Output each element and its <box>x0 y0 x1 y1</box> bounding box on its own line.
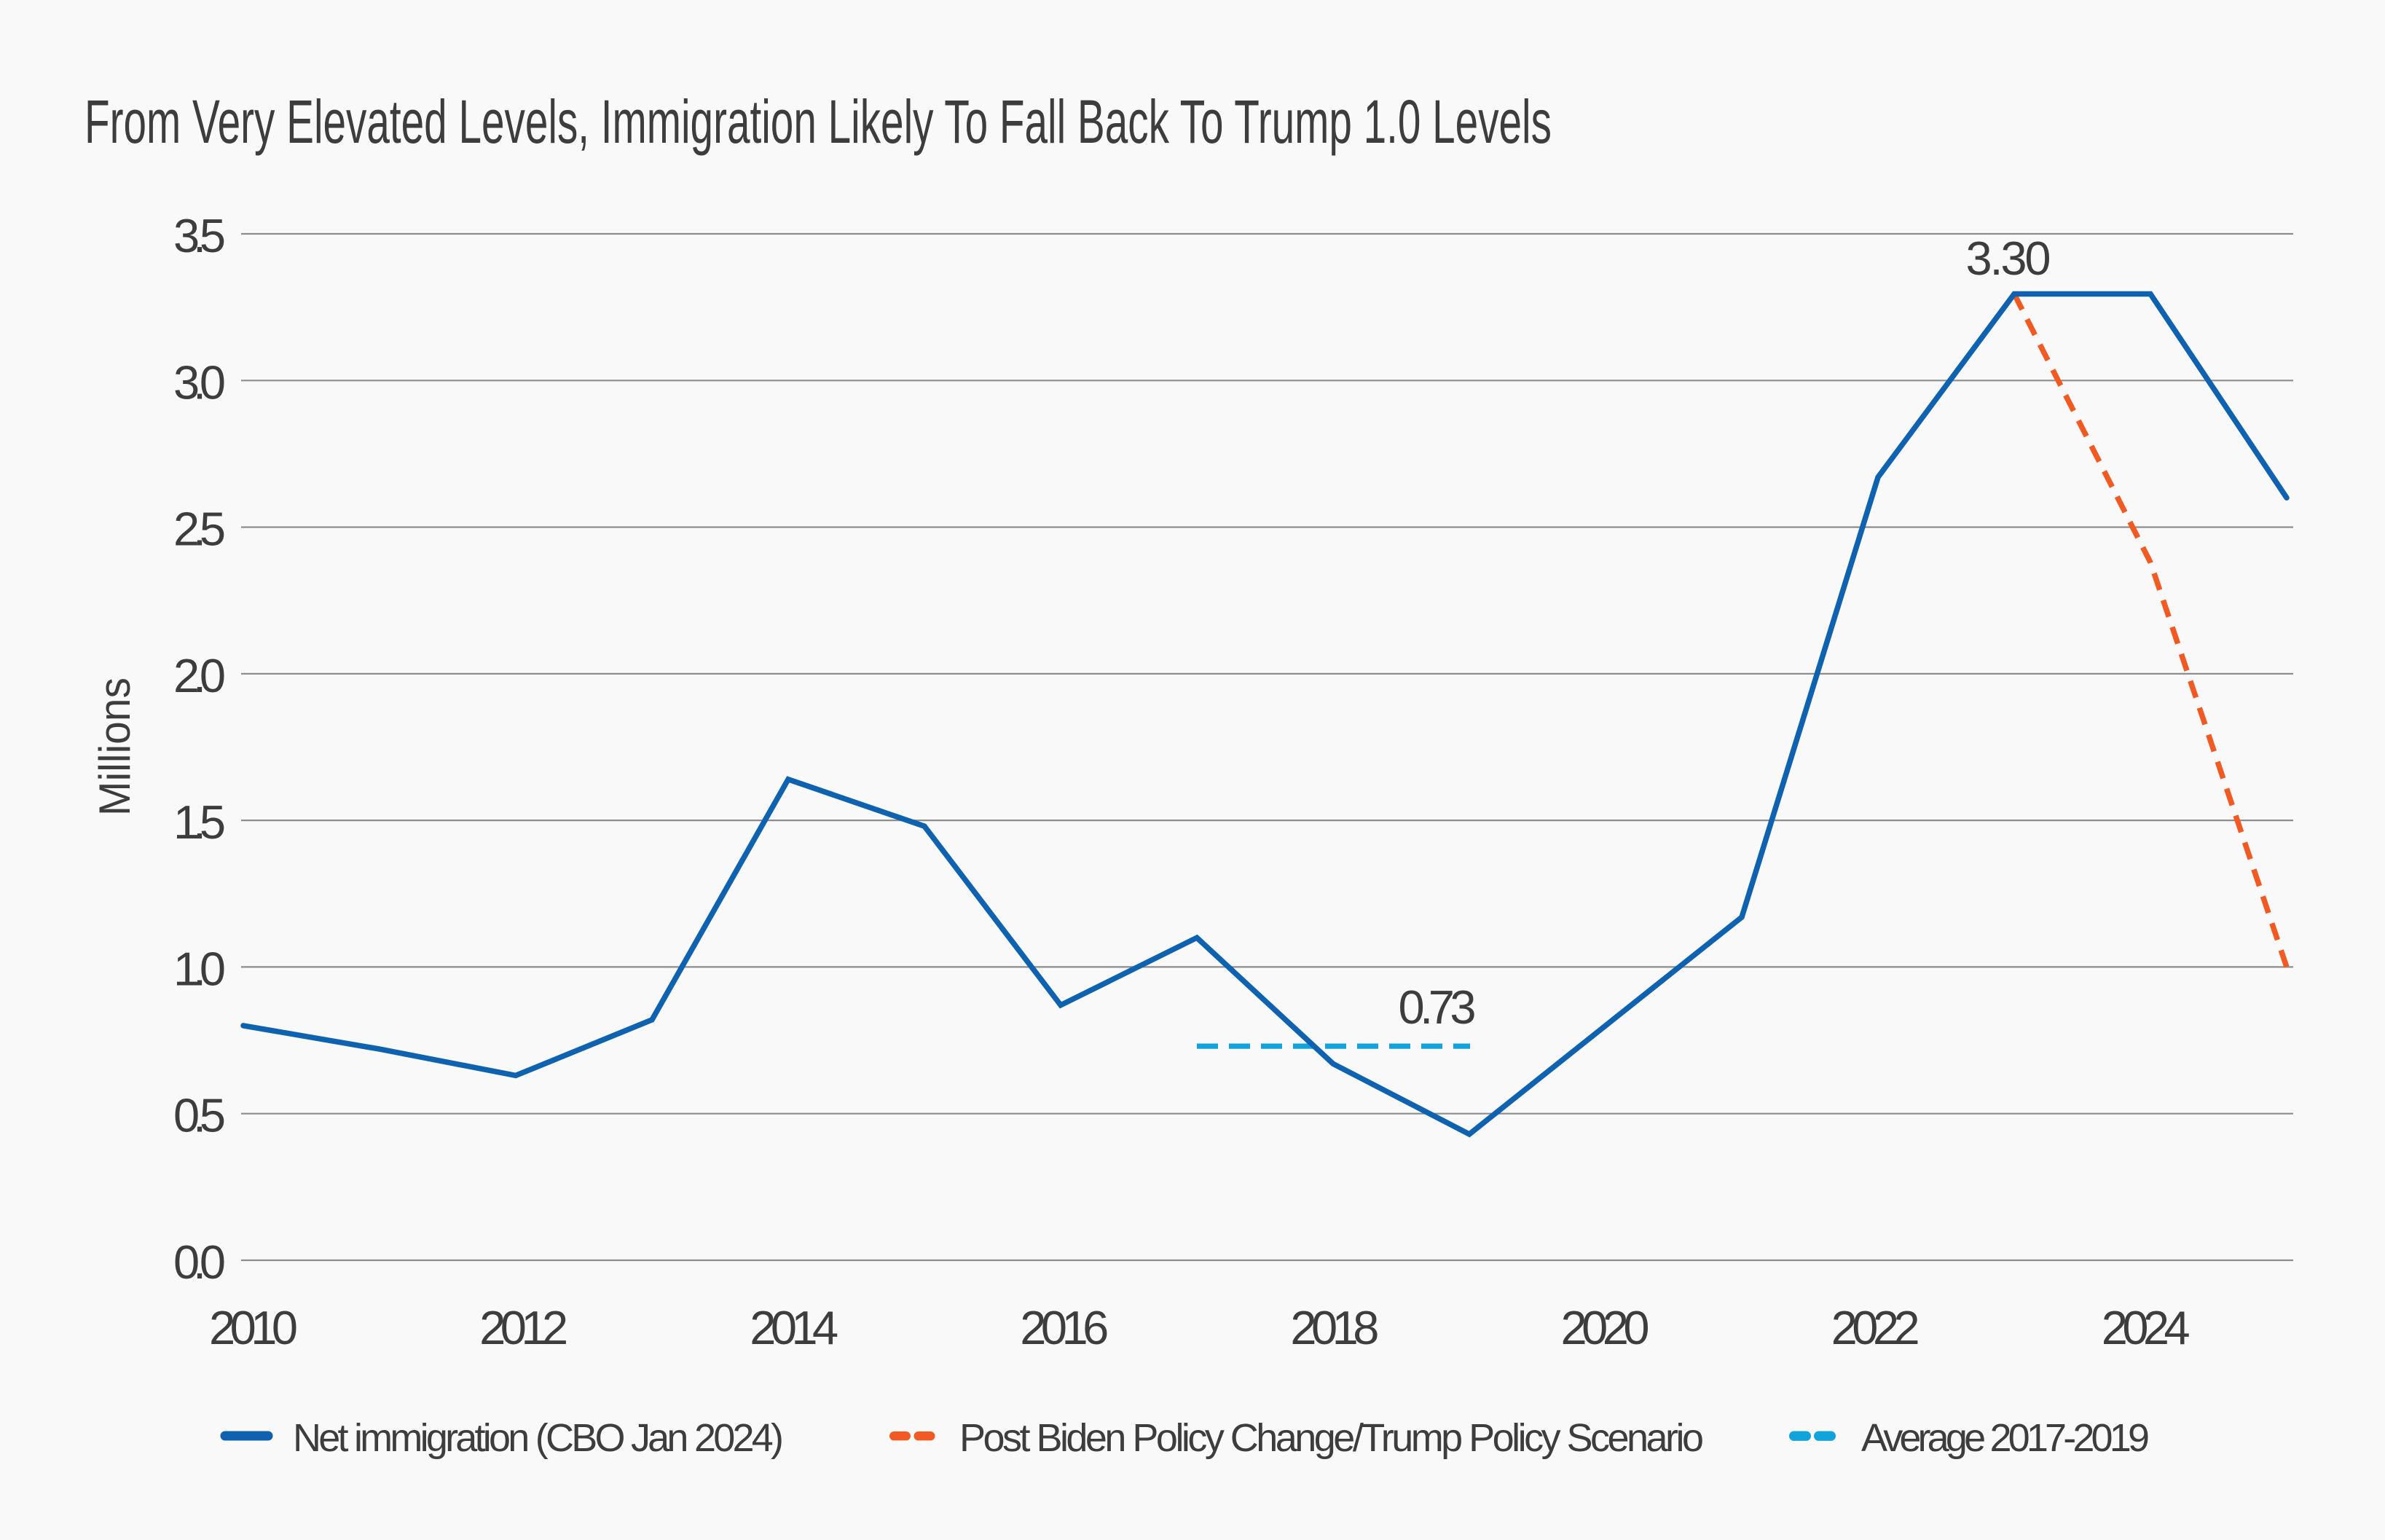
svg-text:Post Biden Policy Change/Trump: Post Biden Policy Change/Trump Policy Sc… <box>959 1416 1704 1460</box>
svg-text:3.0: 3.0 <box>173 355 226 409</box>
svg-text:1.0: 1.0 <box>173 942 226 995</box>
svg-text:3.30: 3.30 <box>1966 232 2051 285</box>
svg-text:2016: 2016 <box>1020 1301 1109 1354</box>
svg-text:0.0: 0.0 <box>173 1235 226 1289</box>
svg-text:1.5: 1.5 <box>173 795 226 849</box>
svg-text:2.5: 2.5 <box>173 503 226 556</box>
svg-text:0.73: 0.73 <box>1399 981 1477 1034</box>
svg-text:2014: 2014 <box>750 1301 838 1354</box>
svg-text:From Very Elevated Levels, Imm: From Very Elevated Levels, Immigration L… <box>85 87 1552 156</box>
svg-text:2024: 2024 <box>2102 1301 2190 1354</box>
svg-text:2.0: 2.0 <box>173 649 226 702</box>
svg-text:Net immigration (CBO Jan 2024): Net immigration (CBO Jan 2024) <box>293 1416 784 1460</box>
svg-text:Millions: Millions <box>90 677 139 816</box>
svg-text:2020: 2020 <box>1561 1301 1650 1354</box>
svg-text:2010: 2010 <box>209 1301 298 1354</box>
svg-text:3.5: 3.5 <box>173 209 226 262</box>
svg-text:2012: 2012 <box>479 1301 568 1354</box>
svg-text:0.5: 0.5 <box>173 1089 226 1142</box>
svg-text:2022: 2022 <box>1831 1301 1920 1354</box>
svg-text:Average 2017-2019: Average 2017-2019 <box>1861 1416 2150 1460</box>
svg-text:2018: 2018 <box>1290 1301 1379 1354</box>
